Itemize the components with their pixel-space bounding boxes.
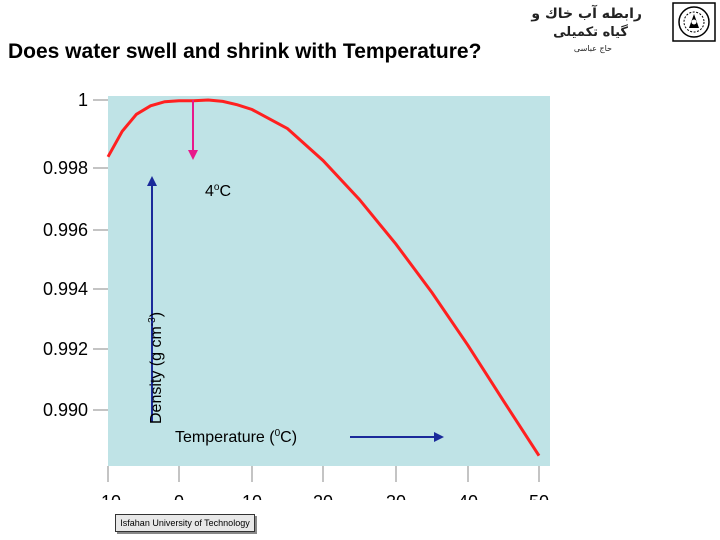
y-tick-label: 0.994 bbox=[43, 279, 88, 299]
x-tick-label: 50 bbox=[529, 492, 549, 500]
x-tick-label: 30 bbox=[386, 492, 406, 500]
y-tick-label: 0.998 bbox=[43, 158, 88, 178]
density-chart: 1 0.998 0.996 0.994 0.992 0.990 -10 0 10 20 30 40 5… bbox=[43, 90, 550, 500]
y-axis-label: Density (g cm-3) bbox=[147, 312, 165, 424]
persian-line-1: رابطه آب خاك و bbox=[531, 6, 642, 22]
x-tick-label: 0 bbox=[174, 492, 184, 500]
max-density-marker bbox=[188, 100, 198, 160]
plot-area bbox=[108, 96, 550, 466]
y-tick-label: 0.990 bbox=[43, 400, 88, 420]
density-curve bbox=[106, 98, 541, 457]
x-tick-label: 40 bbox=[458, 492, 478, 500]
y-tick-label: 1 bbox=[78, 90, 88, 110]
max-density-annotation: 4oC bbox=[205, 182, 231, 200]
density-arrow bbox=[147, 176, 157, 422]
persian-line-3: حاج عباسی bbox=[573, 44, 612, 53]
persian-line-2: گیاه تکمیلی bbox=[553, 25, 628, 40]
x-axis-label: Temperature (0C) bbox=[175, 428, 297, 446]
x-tick-label: 10 bbox=[242, 492, 262, 500]
slide-title: Does water swell and shrink with Tempera… bbox=[8, 40, 482, 63]
persian-header: رابطه آب خاك و گیاه تکمیلی حاج عباسی bbox=[531, 4, 642, 56]
university-logo-icon bbox=[672, 2, 716, 42]
x-tick-label: 20 bbox=[313, 492, 333, 500]
y-tick-label: 0.992 bbox=[43, 339, 88, 359]
temperature-arrow bbox=[350, 432, 444, 442]
y-tick-label: 0.996 bbox=[43, 220, 88, 240]
x-tick-label: -10 bbox=[95, 492, 121, 500]
footer-badge: Isfahan University of Technology bbox=[115, 514, 255, 532]
